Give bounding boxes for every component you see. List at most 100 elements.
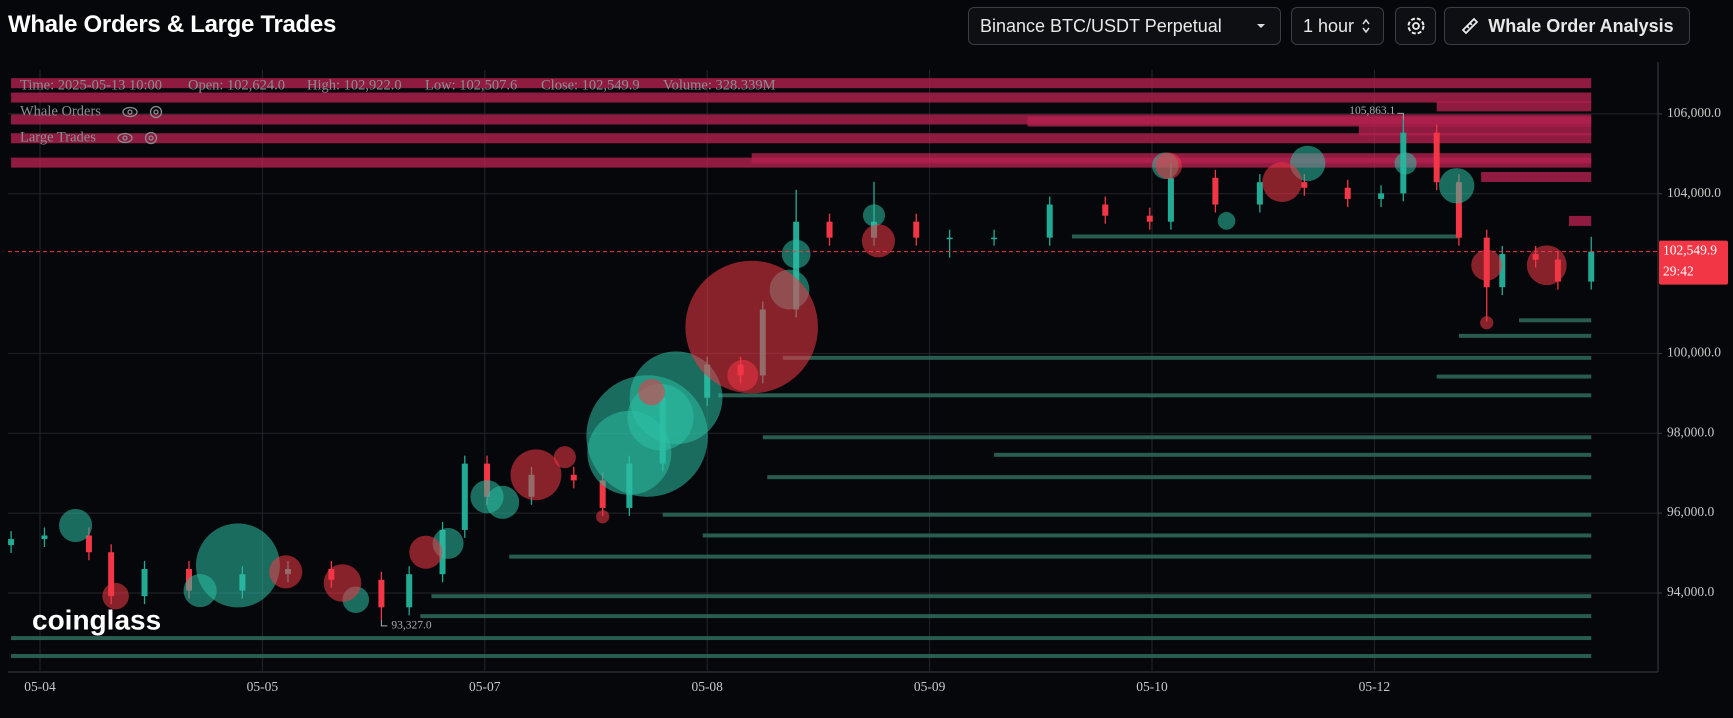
trade-bubble (727, 359, 759, 391)
watermark: coinglass (32, 604, 161, 635)
candle-body (913, 221, 920, 238)
layer-label[interactable]: Whale Orders (20, 103, 101, 119)
low-marker (380, 619, 388, 627)
trade-bubble (638, 378, 665, 406)
interval-label: 1 hour (1303, 15, 1355, 36)
trade-bubble (553, 446, 576, 469)
exchange-select[interactable]: Binance BTC/USDT Perpetual (968, 7, 1281, 45)
x-tick-label: 05-07 (469, 679, 501, 694)
layer-label[interactable]: Large Trades (20, 129, 96, 145)
candle-body (1433, 132, 1440, 183)
candle-body (1046, 204, 1053, 238)
interval-select[interactable]: 1 hour (1291, 7, 1384, 45)
trade-bubble (269, 555, 303, 589)
trade-bubble (685, 260, 818, 394)
candle-body (8, 539, 15, 546)
candle-body (85, 535, 92, 553)
candle-body (1167, 177, 1174, 222)
y-tick-label: 100,000.0 (1667, 345, 1721, 360)
trade-bubble (409, 535, 443, 569)
y-tick-label: 104,000.0 (1667, 185, 1721, 200)
order-wall (1027, 116, 1592, 127)
order-wall (767, 475, 1592, 480)
candle-body (1301, 182, 1308, 188)
order-wall (662, 512, 1592, 517)
trade-bubble (596, 510, 610, 524)
countdown-label: 29:42 (1663, 264, 1694, 279)
trade-bubble (323, 564, 362, 602)
candle-body (991, 237, 998, 240)
trade-bubble (1439, 168, 1475, 204)
order-wall (718, 393, 1592, 398)
order-wall (702, 533, 1592, 538)
order-wall (420, 614, 1592, 619)
order-wall (431, 594, 1592, 599)
candle-body (41, 535, 48, 540)
x-tick-label: 05-09 (914, 679, 946, 694)
last-price-label: 102,549.9 (1663, 243, 1717, 258)
order-wall (1481, 171, 1592, 182)
x-tick-label: 05-04 (24, 679, 56, 694)
trade-bubble (183, 573, 217, 608)
y-tick-label: 94,000.0 (1667, 584, 1715, 599)
candle-body (826, 221, 833, 238)
candle-body (461, 463, 468, 530)
exchange-label: Binance BTC/USDT Perpetual (980, 15, 1222, 36)
trade-bubble (1262, 162, 1302, 203)
order-wall (1358, 125, 1592, 136)
order-wall (11, 636, 1592, 641)
legend-low: Low: 102,507.6 (425, 77, 517, 93)
legend-close: Close: 102,549.9 (541, 77, 640, 93)
order-wall (11, 133, 1592, 144)
high-marker (1397, 112, 1404, 120)
order-wall (1458, 333, 1592, 338)
trade-bubble (781, 239, 811, 269)
last-price-box (1659, 240, 1728, 285)
layer-icons[interactable] (117, 105, 163, 145)
order-wall (11, 78, 1592, 89)
trade-bubble (862, 204, 886, 227)
trade-bubble (486, 485, 520, 519)
candle-body (108, 552, 115, 597)
trade-bubble (102, 582, 129, 610)
candle-body (599, 480, 606, 508)
candle-body (406, 574, 413, 608)
page-title: Whale Orders & Large Trades (8, 11, 337, 38)
y-tick-label: 96,000.0 (1667, 504, 1715, 519)
candle-body (1102, 204, 1109, 216)
spinner-icon (1362, 18, 1370, 34)
trade-bubble (1480, 316, 1494, 330)
trade-bubble (1471, 249, 1503, 281)
analysis-button[interactable]: Whale Order Analysis (1444, 7, 1690, 45)
candle-body (378, 579, 385, 608)
legend-open: Open: 102,624.0 (188, 77, 285, 93)
trade-bubble (510, 449, 562, 501)
trade-bubble (1394, 152, 1417, 175)
candle-body (1455, 182, 1462, 238)
order-wall (1436, 374, 1592, 379)
x-tick-label: 05-12 (1359, 679, 1391, 694)
trade-bubble (1155, 152, 1182, 180)
order-wall (1071, 234, 1459, 239)
y-tick-label: 106,000.0 (1667, 105, 1721, 120)
trade-bubble (59, 508, 93, 543)
gear-icon (1407, 17, 1424, 35)
order-wall (11, 654, 1592, 659)
x-tick-label: 05-10 (1136, 679, 1168, 694)
candle-body (141, 569, 148, 597)
order-wall (994, 452, 1592, 457)
legend-time: Time: 2025-05-13 10:00 (20, 77, 162, 93)
ruler-icon (1462, 17, 1479, 35)
order-wall (1518, 318, 1592, 323)
y-tick-label: 98,000.0 (1667, 424, 1715, 439)
order-wall (782, 355, 1592, 360)
candle-body (1212, 177, 1219, 205)
order-wall (762, 435, 1592, 440)
legend-volume: Volume: 328.339M (663, 77, 776, 93)
settings-button[interactable] (1395, 7, 1436, 45)
order-wall (509, 554, 1592, 559)
legend-high: High: 102,922.0 (307, 77, 402, 93)
candle-body (1344, 187, 1351, 199)
